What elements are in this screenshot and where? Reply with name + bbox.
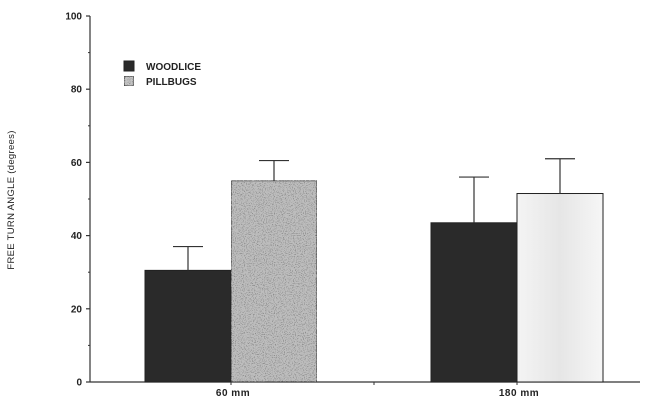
- category-label: 180 mm: [499, 388, 539, 399]
- bars: [144, 180, 604, 383]
- bar-woodlice-2: [430, 222, 518, 383]
- y-ticks: 0 20 40 60 80 100: [65, 12, 90, 389]
- y-tick-label: 20: [71, 304, 83, 315]
- category-labels: 60 mm 180 mm: [216, 382, 539, 399]
- bar-pillbugs-2: [516, 193, 604, 383]
- y-tick-label: 100: [65, 12, 82, 23]
- y-tick-label: 60: [71, 158, 83, 169]
- legend-label-woodlice: WOODLICE: [146, 62, 201, 73]
- y-axis-label: FREE TURN ANGLE (degrees): [6, 130, 17, 269]
- legend-swatch-woodlice: [123, 60, 135, 72]
- error-bars: [173, 158, 575, 271]
- y-tick-label: 40: [71, 231, 83, 242]
- legend-swatch-pillbugs: [123, 75, 135, 87]
- y-tick-label: 0: [76, 378, 82, 389]
- y-tick-label: 80: [71, 85, 83, 96]
- legend-label-pillbugs: PILLBUGS: [146, 77, 197, 88]
- legend: WOODLICE PILLBUGS: [123, 60, 201, 88]
- category-label: 60 mm: [216, 388, 250, 399]
- bar-pillbugs-1: [230, 180, 318, 383]
- bar-woodlice-1: [144, 269, 232, 383]
